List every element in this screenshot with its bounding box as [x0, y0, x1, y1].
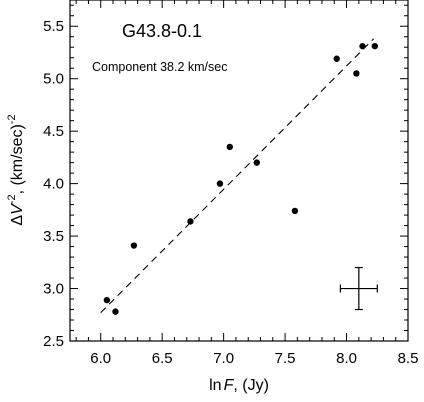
data-point — [291, 207, 299, 215]
x-tick-label: 7.0 — [213, 350, 234, 367]
y-tick-label: 4.0 — [43, 176, 64, 193]
x-tick-label: 6.5 — [152, 350, 173, 367]
x-tick-label: 8.5 — [398, 350, 419, 367]
y-tick-label: 4.5 — [43, 123, 64, 140]
x-tick-label: 7.5 — [275, 350, 296, 367]
data-point — [187, 218, 194, 225]
y-tick-labels: 2.5 3.0 3.5 4.0 4.5 5.0 5.5 — [43, 18, 64, 350]
x-tick-label: 6.0 — [90, 350, 111, 367]
y-axis-label: ΔV-2, (km/sec)-2 — [6, 114, 26, 225]
y-axis-label-var: V — [9, 203, 26, 215]
chart-title: G43.8-0.1 — [122, 21, 202, 41]
data-point — [333, 55, 340, 62]
fit-line-group — [100, 38, 374, 314]
data-point — [216, 180, 224, 187]
fit-line — [100, 38, 374, 314]
axis-ticks — [70, 0, 409, 342]
x-axis-label: ln F, (Jy) — [209, 377, 269, 394]
x-axis-label-suffix: , (Jy) — [233, 377, 269, 394]
x-tick-label: 8.0 — [336, 350, 357, 367]
data-points — [103, 42, 379, 315]
y-tick-label: 5.0 — [43, 71, 64, 88]
y-tick-label: 3.5 — [43, 228, 64, 245]
y-tick-label: 2.5 — [43, 333, 64, 350]
data-point — [359, 42, 366, 50]
y-axis-label-suffix: , (km/sec) — [9, 124, 26, 194]
y-axis-label-prefix: Δ — [9, 215, 26, 226]
data-point — [226, 143, 233, 151]
data-point — [130, 242, 138, 249]
chart-annotation: Component 38.2 km/sec — [92, 60, 228, 74]
x-axis-label-var: F — [224, 377, 235, 394]
x-axis-label-prefix: ln — [209, 377, 221, 394]
y-axis-label-exp: -2 — [6, 194, 18, 204]
y-axis-label-unit-exp: -2 — [6, 114, 18, 124]
error-bar-group — [339, 266, 378, 311]
data-point — [353, 70, 360, 77]
data-point — [112, 308, 119, 315]
data-point — [103, 296, 111, 304]
data-point — [371, 42, 379, 50]
y-tick-label: 3.0 — [43, 281, 64, 298]
data-point — [253, 159, 261, 166]
y-tick-label: 5.5 — [43, 18, 64, 35]
plot-frame — [69, 0, 409, 342]
x-tick-labels: 6.0 6.5 7.0 7.5 8.0 8.5 — [90, 350, 418, 367]
